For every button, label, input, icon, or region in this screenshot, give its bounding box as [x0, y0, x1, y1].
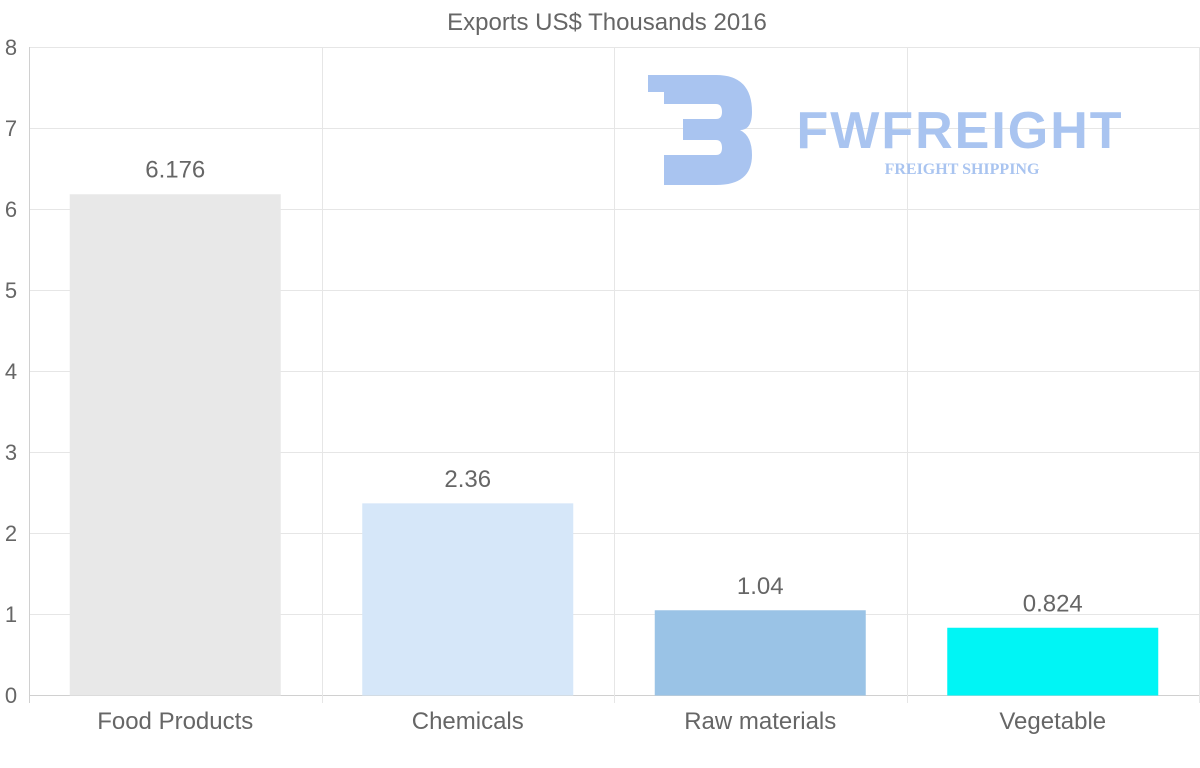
bar: [69, 194, 281, 696]
fw-logo-icon: [648, 75, 752, 185]
watermark-brand-name: FWFREIGHT: [796, 102, 1123, 160]
y-tick-label: 0: [5, 683, 17, 708]
y-tick-label: 3: [5, 440, 17, 465]
bar-value-label: 2.36: [444, 466, 491, 493]
bar-value-label: 6.176: [145, 157, 205, 184]
watermark-tagline: FREIGHT SHIPPING: [885, 161, 1040, 178]
bar-value-labels: 6.176 2.36 1.04 0.824: [145, 157, 1083, 618]
y-tick-label: 2: [5, 521, 17, 546]
y-tick-label: 1: [5, 602, 17, 627]
x-tick-label: Raw materials: [684, 708, 836, 735]
y-tick-label: 7: [5, 116, 17, 141]
x-tick-label: Vegetable: [999, 708, 1106, 735]
chart-title: Exports US$ Thousands 2016: [447, 9, 767, 36]
x-tick-label: Food Products: [97, 708, 253, 735]
bar-value-label: 1.04: [737, 573, 784, 600]
bars: [69, 194, 1159, 696]
y-tick-label: 4: [5, 359, 17, 384]
y-tick-label: 5: [5, 278, 17, 303]
x-tick-label: Chemicals: [412, 708, 524, 735]
bar: [947, 627, 1159, 696]
y-axis-ticks: 0 1 2 3 4 5 6 7 8: [5, 35, 17, 708]
watermark-logo: FWFREIGHT FREIGHT SHIPPING: [648, 75, 1123, 185]
bar: [362, 503, 574, 696]
y-tick-label: 6: [5, 197, 17, 222]
x-axis-ticks: Food Products Chemicals Raw materials Veget…: [97, 708, 1106, 735]
bar-value-label: 0.824: [1023, 590, 1083, 617]
bar: [654, 610, 866, 696]
y-tick-label: 8: [5, 35, 17, 60]
